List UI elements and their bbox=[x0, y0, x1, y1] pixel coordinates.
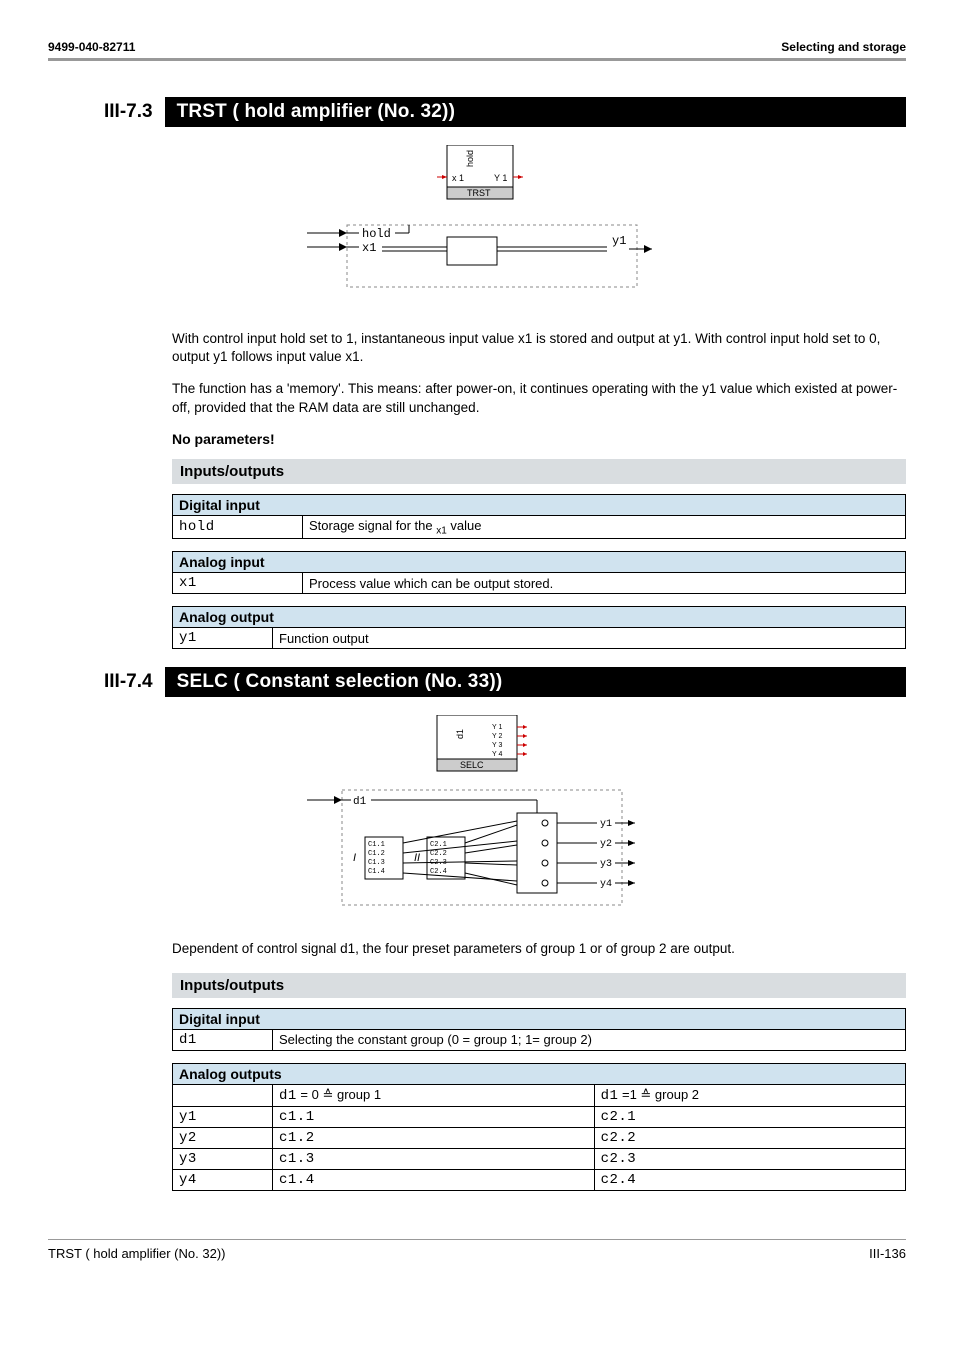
svg-text:C2.3: C2.3 bbox=[430, 859, 447, 867]
header-left: 9499-040-82711 bbox=[48, 40, 135, 54]
trst-noparams: No parameters! bbox=[172, 431, 906, 447]
selc-diagram: d1 Y 1 Y 2 Y 3 Y 4 SELC d1 I C1.1 C1.2 C… bbox=[48, 715, 906, 920]
flow-hold: hold bbox=[362, 227, 391, 241]
footer-rule bbox=[48, 1239, 906, 1240]
svg-text:C1.1: C1.1 bbox=[368, 841, 385, 849]
th-digital-input: Digital input bbox=[173, 1008, 906, 1029]
svg-text:C1.2: C1.2 bbox=[368, 850, 385, 858]
section-number: III-7.4 bbox=[48, 667, 165, 697]
selc-analog-outputs-table: Analog outputs d1 = 0 ≙ group 1 d1 =1 ≙ … bbox=[172, 1063, 906, 1191]
trst-digital-input-table: Digital input hold Storage signal for th… bbox=[172, 494, 906, 540]
svg-text:d1: d1 bbox=[455, 729, 465, 739]
th-analog-output: Analog output bbox=[173, 607, 906, 628]
row-name: x1 bbox=[173, 573, 303, 594]
row-name: hold bbox=[173, 515, 303, 539]
section-title: TRST ( hold amplifier (No. 32)) bbox=[165, 97, 906, 127]
row-desc: Selecting the constant group (0 = group … bbox=[273, 1029, 906, 1050]
table-row: y2c1.2c2.2 bbox=[173, 1127, 906, 1148]
blk-x1: x 1 bbox=[452, 173, 464, 183]
footer-left: TRST ( hold amplifier (No. 32)) bbox=[48, 1246, 225, 1261]
row-desc: Process value which can be output stored… bbox=[303, 573, 906, 594]
blk-hold: hold bbox=[465, 150, 475, 167]
blk-label: TRST bbox=[467, 188, 491, 198]
trst-para2: The function has a 'memory'. This means:… bbox=[172, 380, 906, 416]
svg-text:SELC: SELC bbox=[460, 760, 484, 770]
svg-text:Y 4: Y 4 bbox=[492, 751, 502, 758]
table-row: y4c1.4c2.4 bbox=[173, 1169, 906, 1190]
svg-text:y1: y1 bbox=[600, 819, 612, 830]
svg-text:C2.1: C2.1 bbox=[430, 841, 447, 849]
trst-analog-output-table: Analog output y1 Function output bbox=[172, 606, 906, 649]
svg-text:d1: d1 bbox=[353, 796, 367, 808]
svg-text:II: II bbox=[414, 852, 420, 864]
section-heading-selc: III-7.4 SELC ( Constant selection (No. 3… bbox=[48, 667, 906, 697]
trst-para1: With control input hold set to 1, instan… bbox=[172, 330, 906, 366]
page-header: 9499-040-82711 Selecting and storage bbox=[48, 40, 906, 54]
th-analog-input: Analog input bbox=[173, 552, 906, 573]
header-right: Selecting and storage bbox=[781, 40, 906, 54]
th-analog-outputs: Analog outputs bbox=[173, 1063, 906, 1084]
footer-right: III-136 bbox=[869, 1246, 906, 1261]
header-rule bbox=[48, 58, 906, 61]
page-footer: TRST ( hold amplifier (No. 32)) III-136 bbox=[48, 1246, 906, 1261]
row-name: d1 bbox=[173, 1029, 273, 1050]
svg-text:C2.2: C2.2 bbox=[430, 850, 447, 858]
flow-y1: y1 bbox=[612, 234, 626, 248]
svg-text:I: I bbox=[353, 852, 356, 864]
section-heading-trst: III-7.3 TRST ( hold amplifier (No. 32)) bbox=[48, 97, 906, 127]
selc-digital-input-table: Digital input d1 Selecting the constant … bbox=[172, 1008, 906, 1051]
selc-io-header: Inputs/outputs bbox=[172, 973, 906, 998]
row-name: y1 bbox=[173, 628, 273, 649]
svg-text:C1.4: C1.4 bbox=[368, 868, 385, 876]
blk-y1: Y 1 bbox=[494, 173, 507, 183]
table-row: y3c1.3c2.3 bbox=[173, 1148, 906, 1169]
trst-diagram: x 1 hold Y 1 TRST hold x1 y1 bbox=[48, 145, 906, 310]
section-title: SELC ( Constant selection (No. 33)) bbox=[165, 667, 906, 697]
row-desc: Function output bbox=[273, 628, 906, 649]
flow-x1: x1 bbox=[362, 241, 376, 255]
svg-text:y4: y4 bbox=[600, 879, 612, 890]
row-desc: Storage signal for the x1 value bbox=[303, 515, 906, 539]
svg-text:y3: y3 bbox=[600, 859, 612, 870]
trst-analog-input-table: Analog input x1 Process value which can … bbox=[172, 551, 906, 594]
col-g1: d1 = 0 ≙ group 1 bbox=[273, 1084, 595, 1106]
selc-para1: Dependent of control signal d1, the four… bbox=[172, 940, 906, 958]
col-g2: d1 =1 ≙ group 2 bbox=[594, 1084, 905, 1106]
svg-text:Y 1: Y 1 bbox=[492, 724, 502, 731]
th-digital-input: Digital input bbox=[173, 494, 906, 515]
svg-text:C1.3: C1.3 bbox=[368, 859, 385, 867]
svg-text:y2: y2 bbox=[600, 839, 612, 850]
trst-io-header: Inputs/outputs bbox=[172, 459, 906, 484]
svg-text:Y 2: Y 2 bbox=[492, 733, 502, 740]
section-number: III-7.3 bbox=[48, 97, 165, 127]
table-row: y1c1.1c2.1 bbox=[173, 1106, 906, 1127]
svg-text:Y 3: Y 3 bbox=[492, 742, 502, 749]
